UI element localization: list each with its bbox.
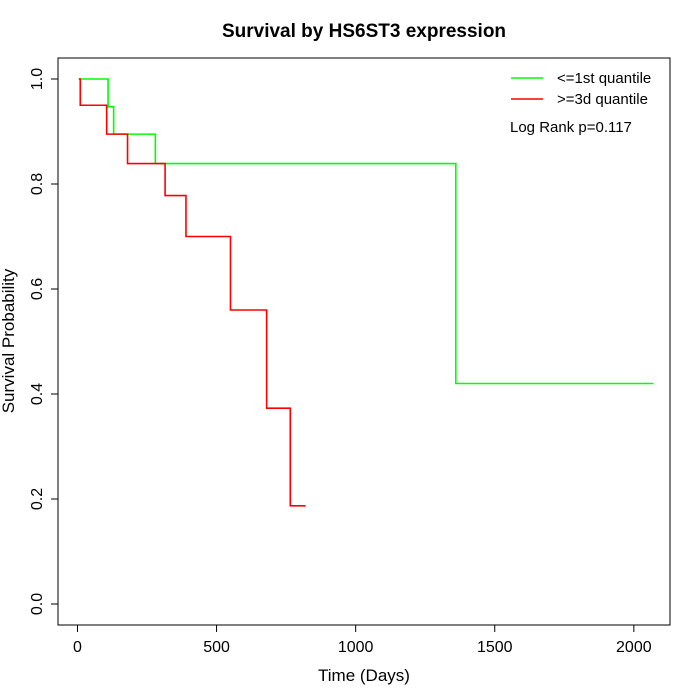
x-axis: 0 500 1000 1500 2000 — [73, 624, 652, 656]
plot-frame — [57, 57, 671, 626]
x-tick-label: 2000 — [616, 639, 652, 656]
y-tick-label: 0.4 — [29, 383, 46, 405]
y-tick-label: 0.2 — [29, 488, 46, 510]
chart-title: Survival by HS6ST3 expression — [222, 21, 506, 42]
log-rank-annotation: Log Rank p=0.117 — [510, 119, 632, 136]
x-tick-label: 0 — [73, 639, 82, 656]
x-tick-label: 500 — [203, 639, 230, 656]
legend: <=1st quantile >=3d quantile — [511, 70, 651, 108]
y-axis-label: Survival Probability — [0, 268, 18, 413]
y-tick-label: 0.0 — [29, 593, 46, 615]
series-layer — [78, 78, 654, 507]
y-tick-label: 1.0 — [29, 68, 46, 90]
y-axis: 0.0 0.2 0.4 0.6 0.8 1.0 — [29, 68, 59, 615]
legend-label: <=1st quantile — [557, 70, 651, 87]
series-line-low-expression — [78, 78, 654, 385]
legend-label: >=3d quantile — [557, 91, 648, 108]
x-tick-label: 1000 — [338, 639, 374, 656]
x-tick-label: 1500 — [477, 639, 513, 656]
series-line-high-expression — [78, 78, 306, 507]
y-tick-label: 0.6 — [29, 278, 46, 300]
y-tick-label: 0.8 — [29, 173, 46, 195]
x-axis-label: Time (Days) — [318, 666, 410, 685]
